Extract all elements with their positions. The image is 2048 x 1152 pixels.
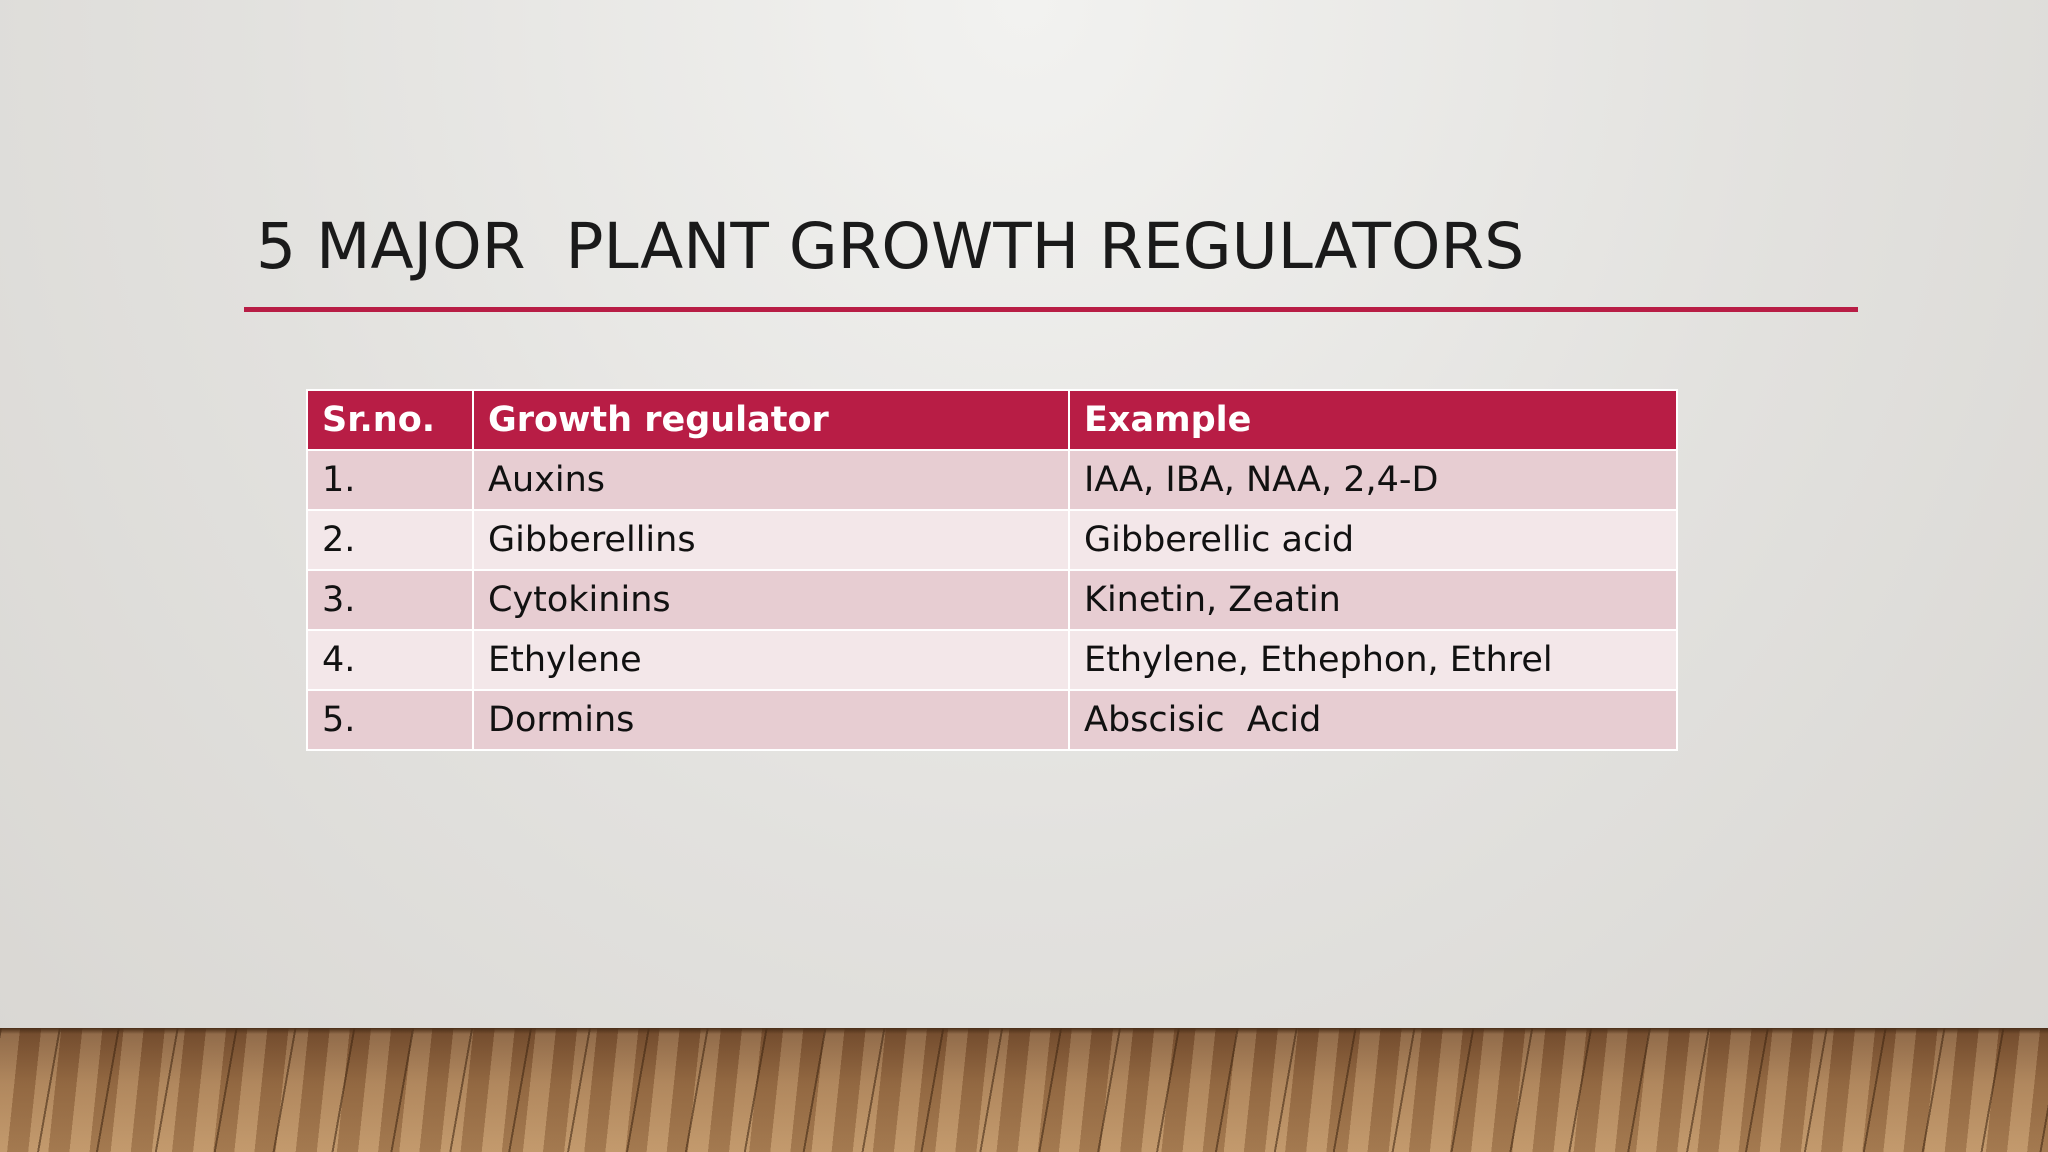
column-header: Growth regulator — [472, 389, 1070, 451]
table-row: 1. Auxins IAA, IBA, NAA, 2,4-D — [306, 449, 1678, 511]
column-header: Example — [1068, 389, 1678, 451]
table-cell: Dormins — [472, 689, 1070, 751]
table-cell: Abscisic Acid — [1068, 689, 1678, 751]
table-cell: 3. — [306, 569, 474, 631]
title-rule — [244, 307, 1858, 312]
column-header: Sr.no. — [306, 389, 474, 451]
table-row: 2. Gibberellins Gibberellic acid — [306, 509, 1678, 571]
table-cell: Ethylene, Ethephon, Ethrel — [1068, 629, 1678, 691]
table-row: 4. Ethylene Ethylene, Ethephon, Ethrel — [306, 629, 1678, 691]
table-cell: Gibberellic acid — [1068, 509, 1678, 571]
table-body: 1. Auxins IAA, IBA, NAA, 2,4-D 2. Gibberelli… — [306, 449, 1678, 751]
table-cell: 2. — [306, 509, 474, 571]
table-cell: Gibberellins — [472, 509, 1070, 571]
wood-floor — [0, 1028, 2048, 1152]
table-cell: 1. — [306, 449, 474, 511]
table-cell: IAA, IBA, NAA, 2,4-D — [1068, 449, 1678, 511]
table-cell: Cytokinins — [472, 569, 1070, 631]
table-row: 5. Dormins Abscisic Acid — [306, 689, 1678, 751]
table-cell: 4. — [306, 629, 474, 691]
slide-title: 5 MAJOR PLANT GROWTH REGULATORS — [256, 210, 1525, 283]
table-row: 3. Cytokinins Kinetin, Zeatin — [306, 569, 1678, 631]
table-cell: Kinetin, Zeatin — [1068, 569, 1678, 631]
table-cell: Ethylene — [472, 629, 1070, 691]
table-cell: Auxins — [472, 449, 1070, 511]
regulator-table: Sr.no. Growth regulator Example 1. Auxins IA… — [306, 389, 1678, 751]
header-row: Sr.no. Growth regulator Example — [306, 389, 1678, 451]
table-cell: 5. — [306, 689, 474, 751]
